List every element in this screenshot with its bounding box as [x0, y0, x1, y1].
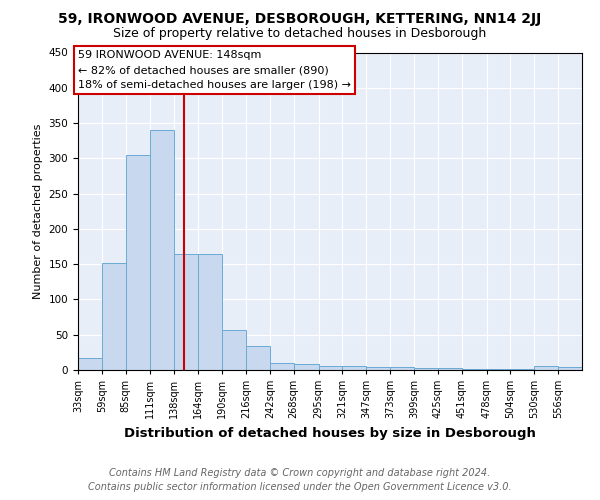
- Bar: [343, 366, 366, 370]
- Y-axis label: Number of detached properties: Number of detached properties: [33, 124, 43, 299]
- Text: 59, IRONWOOD AVENUE, DESBOROUGH, KETTERING, NN14 2JJ: 59, IRONWOOD AVENUE, DESBOROUGH, KETTERI…: [58, 12, 542, 26]
- Bar: [438, 368, 462, 370]
- Bar: [198, 254, 222, 370]
- Bar: [558, 367, 582, 370]
- Bar: [126, 155, 149, 370]
- Bar: [319, 366, 343, 370]
- Bar: [270, 363, 294, 370]
- X-axis label: Distribution of detached houses by size in Desborough: Distribution of detached houses by size …: [124, 426, 536, 440]
- Bar: [78, 358, 102, 370]
- Bar: [390, 367, 414, 370]
- Bar: [462, 368, 487, 370]
- Bar: [534, 366, 558, 370]
- Bar: [222, 330, 246, 370]
- Bar: [414, 368, 438, 370]
- Bar: [294, 364, 319, 370]
- Text: 59 IRONWOOD AVENUE: 148sqm
← 82% of detached houses are smaller (890)
18% of sem: 59 IRONWOOD AVENUE: 148sqm ← 82% of deta…: [78, 50, 351, 90]
- Bar: [246, 346, 270, 370]
- Bar: [175, 254, 198, 370]
- Text: Contains HM Land Registry data © Crown copyright and database right 2024.
Contai: Contains HM Land Registry data © Crown c…: [88, 468, 512, 492]
- Bar: [487, 368, 511, 370]
- Text: Size of property relative to detached houses in Desborough: Size of property relative to detached ho…: [113, 28, 487, 40]
- Bar: [366, 367, 390, 370]
- Bar: [102, 263, 126, 370]
- Bar: [149, 130, 175, 370]
